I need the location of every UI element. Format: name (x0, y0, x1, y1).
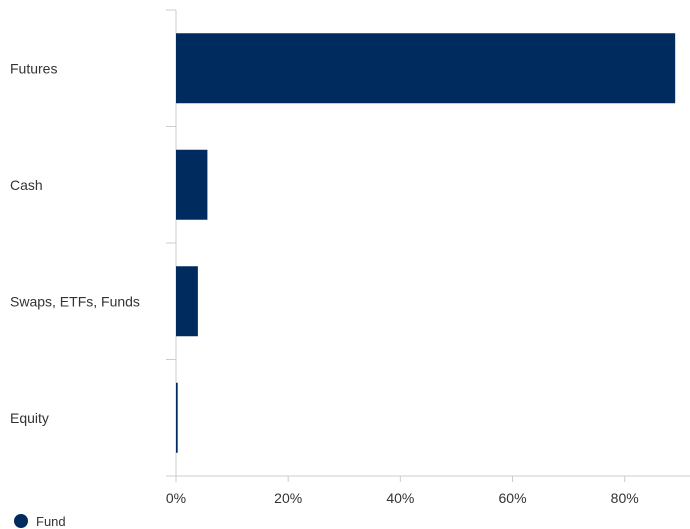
bar-equity[interactable] (176, 382, 178, 453)
category-label: Cash (10, 177, 43, 193)
category-label: Swaps, ETFs, Funds (10, 293, 140, 309)
category-label: Equity (10, 410, 49, 426)
label-layer: 0% 20% 40% 60% 80% Futures Cash Swaps, ETFs, Fu… (10, 60, 639, 506)
legend: Fund (14, 514, 66, 529)
legend-swatch[interactable] (14, 514, 28, 528)
category-label: Futures (10, 60, 57, 76)
x-tick-label: 60% (499, 490, 527, 506)
bar-swaps-etfs-funds[interactable] (176, 266, 198, 337)
bar-futures[interactable] (176, 33, 676, 104)
x-tick-label: 40% (386, 490, 414, 506)
bar-cash[interactable] (176, 149, 208, 220)
x-tick-label: 0% (166, 490, 186, 506)
x-tick-label: 80% (611, 490, 639, 506)
legend-label[interactable]: Fund (36, 514, 66, 529)
bar-layer (176, 33, 676, 453)
x-tick-label: 20% (274, 490, 302, 506)
